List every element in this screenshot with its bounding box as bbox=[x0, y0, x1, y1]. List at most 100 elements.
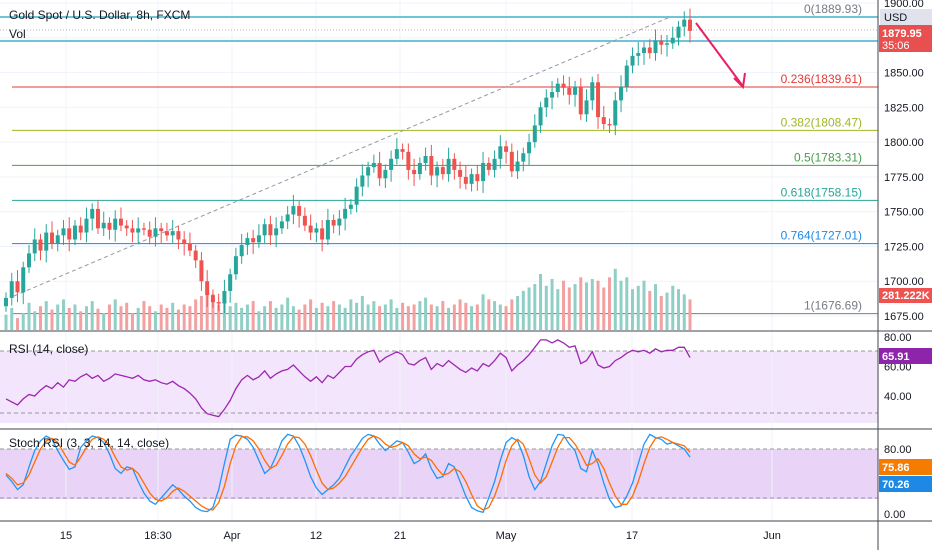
volume-bar bbox=[395, 307, 399, 330]
volume-bar bbox=[125, 302, 129, 330]
volume-bar bbox=[38, 306, 42, 330]
volume-bar bbox=[441, 301, 445, 330]
volume-bar bbox=[10, 307, 14, 330]
volume-bar bbox=[349, 299, 353, 330]
time-axis[interactable]: 15 18:30 Apr 12 21 May 17 Jun bbox=[60, 530, 781, 542]
volume-bar bbox=[297, 309, 301, 330]
volume-bar bbox=[61, 299, 65, 330]
price-tick-label: 1775.00 bbox=[884, 172, 924, 184]
time-tick-label: May bbox=[496, 530, 517, 542]
candle-body bbox=[44, 232, 49, 251]
volume-bar bbox=[280, 304, 284, 330]
volume-legend: Vol bbox=[9, 27, 26, 41]
volume-bar bbox=[165, 307, 169, 330]
candle-body bbox=[607, 124, 612, 126]
volume-bar bbox=[176, 309, 180, 330]
volume-bar bbox=[360, 296, 364, 330]
time-tick-label: Apr bbox=[223, 530, 240, 542]
volume-bar bbox=[481, 294, 485, 330]
volume-bar bbox=[579, 277, 583, 330]
fibonacci-retracement[interactable]: 0(1889.93) 0.236(1839.61) 0.382(1808.47) 0.… bbox=[12, 2, 878, 315]
volume-bar bbox=[274, 307, 278, 330]
volume-bar bbox=[314, 307, 318, 330]
volume-bar bbox=[636, 285, 640, 330]
volume-bar bbox=[107, 304, 111, 330]
volume-bar bbox=[458, 299, 462, 330]
candle-body bbox=[337, 218, 342, 226]
volume-bar bbox=[355, 302, 359, 330]
volume-bar bbox=[15, 318, 19, 330]
candle-body bbox=[682, 19, 687, 27]
range-lines bbox=[0, 16, 878, 42]
candle-body bbox=[325, 220, 330, 240]
volume-bar bbox=[401, 302, 405, 330]
candle-body bbox=[636, 53, 641, 56]
candle-body bbox=[199, 260, 204, 282]
candle-body bbox=[38, 239, 43, 251]
volume-bar bbox=[435, 306, 439, 330]
projection-arrow[interactable] bbox=[695, 22, 746, 90]
candle-body bbox=[107, 222, 112, 230]
stoch-d-badge bbox=[879, 459, 932, 475]
volume-bar bbox=[159, 304, 163, 330]
rsi-line bbox=[5, 339, 691, 418]
candle-body bbox=[366, 167, 371, 176]
volume-bar bbox=[688, 299, 692, 330]
candle-body bbox=[176, 231, 181, 240]
volume-bar bbox=[309, 299, 313, 330]
volume-bar bbox=[332, 301, 336, 330]
volume-bar bbox=[389, 299, 393, 330]
candle-body bbox=[274, 228, 279, 236]
candle-body bbox=[619, 86, 624, 101]
candle-body bbox=[458, 169, 463, 177]
candle-body bbox=[498, 146, 503, 159]
volume-bar bbox=[447, 307, 451, 330]
volume-value-label: 281.222K bbox=[882, 290, 930, 302]
price-tick-label: 1825.00 bbox=[884, 102, 924, 114]
stoch-legend: Stoch RSI (3, 3, 14, 14, close) bbox=[9, 436, 169, 450]
volume-bar bbox=[556, 289, 560, 330]
volume-bar bbox=[4, 314, 8, 330]
fib-level-label: 0(1889.93) bbox=[804, 2, 862, 16]
volume-bar bbox=[533, 284, 537, 330]
rsi-band bbox=[0, 351, 878, 423]
stoch-band bbox=[0, 449, 878, 499]
volume-bar bbox=[665, 292, 669, 330]
price-tick-label: 1900.00 bbox=[884, 0, 924, 10]
volume-bar bbox=[418, 301, 422, 330]
candle-body bbox=[4, 297, 8, 307]
candle-body bbox=[573, 86, 578, 95]
candle-body bbox=[49, 232, 54, 244]
time-tick-label: 21 bbox=[394, 530, 406, 542]
candle-body bbox=[389, 158, 394, 170]
volume-bar bbox=[50, 309, 54, 330]
candle-body bbox=[630, 55, 635, 66]
candle-body bbox=[72, 225, 77, 240]
volume-bar bbox=[96, 308, 100, 330]
volume-bar bbox=[320, 302, 324, 330]
candle-body bbox=[187, 243, 192, 251]
rsi-value-label: 65.91 bbox=[882, 351, 910, 363]
candle-body bbox=[676, 26, 681, 38]
volume-bar bbox=[291, 306, 295, 330]
candle-body bbox=[578, 86, 583, 115]
fib-level-label: 0.382(1808.47) bbox=[781, 115, 862, 129]
candle-body bbox=[527, 142, 532, 154]
candle-body bbox=[509, 151, 514, 172]
candle-body bbox=[233, 256, 238, 275]
candle-body bbox=[670, 37, 675, 44]
volume-bar bbox=[337, 304, 341, 330]
volume-bar bbox=[240, 307, 244, 330]
fib-level-label: 1(1676.69) bbox=[804, 299, 862, 313]
candle-body bbox=[67, 228, 72, 240]
candle-body bbox=[84, 218, 89, 233]
volume-bar bbox=[148, 306, 152, 330]
candle-body bbox=[164, 231, 169, 236]
volume-bar bbox=[102, 313, 106, 330]
rsi-tick-label: 40.00 bbox=[884, 391, 912, 403]
volume-bar bbox=[234, 302, 238, 330]
volume-bar bbox=[567, 287, 571, 330]
volume-bar bbox=[498, 304, 502, 330]
current-price-label: 1879.95 bbox=[882, 28, 922, 40]
